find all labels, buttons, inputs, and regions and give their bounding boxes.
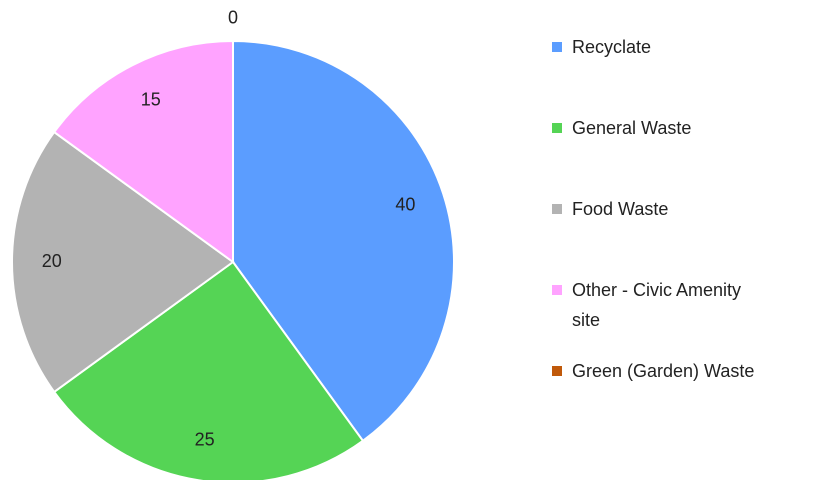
legend-swatch xyxy=(552,285,562,295)
legend-item: Food Waste xyxy=(552,194,792,224)
legend-item: General Waste xyxy=(552,113,792,143)
chart: 40 25 20 15 0 xyxy=(11,8,455,480)
legend-item: Other - Civic Amenity site xyxy=(552,275,792,335)
legend-label: General Waste xyxy=(572,118,692,138)
legend-item: Recyclate xyxy=(552,32,792,62)
data-label: 0 xyxy=(228,8,238,28)
data-label: 25 xyxy=(195,430,215,450)
pie-slice xyxy=(232,39,455,443)
legend-label: Green (Garden) Waste xyxy=(572,361,755,381)
legend-swatch xyxy=(552,42,562,52)
data-label: 40 xyxy=(395,195,415,215)
legend-item: Green (Garden) Waste xyxy=(552,356,792,386)
legend-swatch xyxy=(552,123,562,133)
legend-label: Other - Civic Amenity site xyxy=(572,280,742,330)
data-label: 20 xyxy=(42,251,62,271)
legend-label: Food Waste xyxy=(572,199,669,219)
pie-slice xyxy=(52,260,365,480)
legend-swatch xyxy=(552,204,562,214)
legend-label: Recyclate xyxy=(572,37,652,57)
pie-slice xyxy=(52,39,234,264)
legend-swatch xyxy=(552,366,562,376)
pie-slice xyxy=(11,130,235,394)
data-label: 15 xyxy=(141,89,161,109)
